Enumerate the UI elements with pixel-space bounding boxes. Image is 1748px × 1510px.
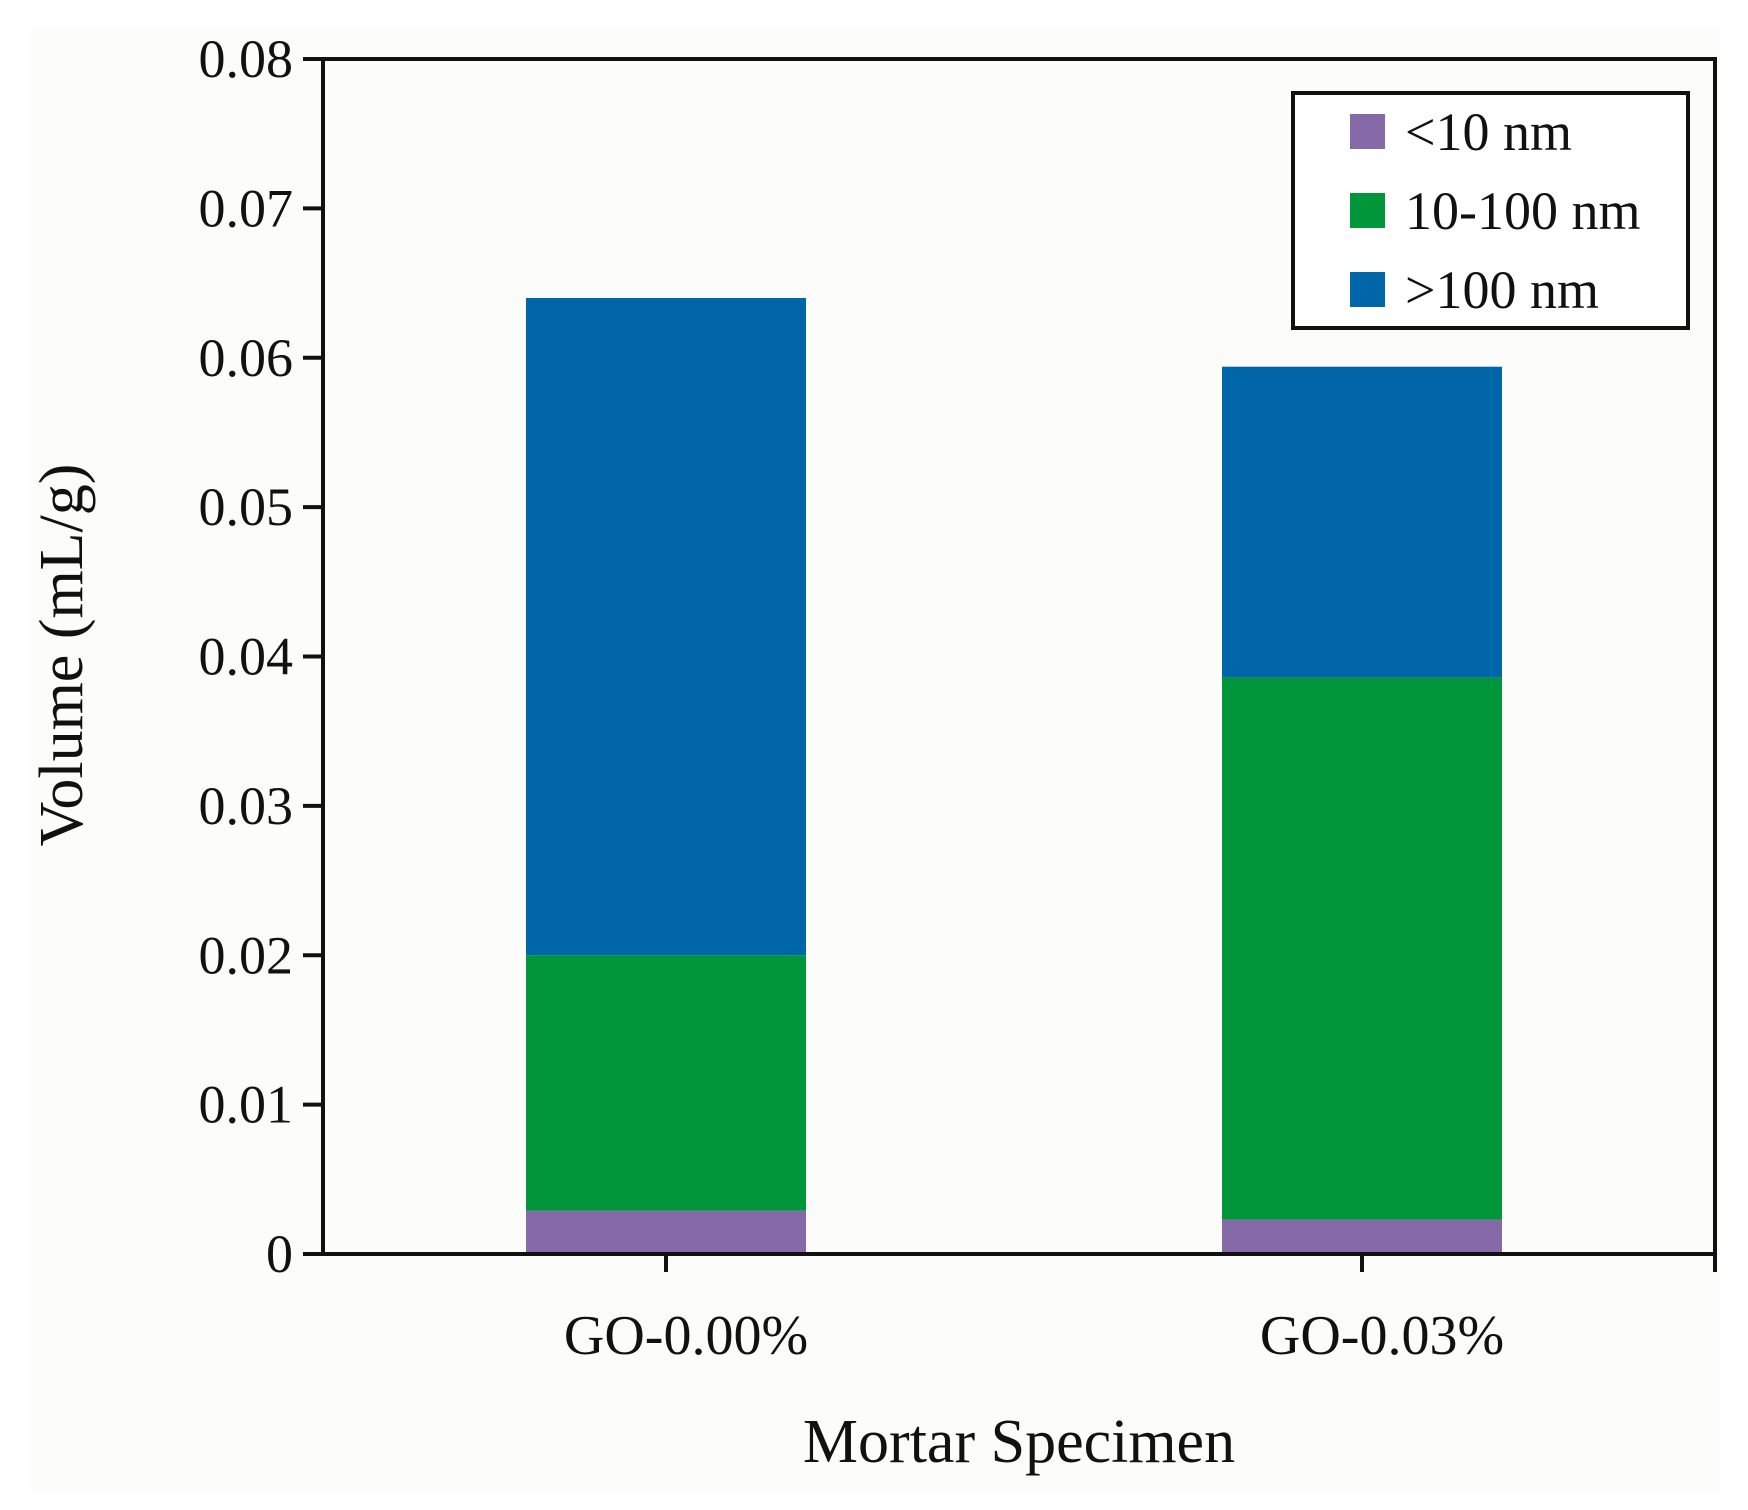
y-tick-label: 0.04	[199, 627, 294, 687]
y-tick-label: 0.07	[199, 178, 294, 238]
legend-swatch-gt100nm	[1350, 272, 1385, 307]
x-axis-title: Mortar Specimen	[803, 1408, 1235, 1476]
legend-swatch-lt10nm	[1350, 114, 1385, 149]
y-tick-label: 0.08	[199, 29, 294, 89]
legend-swatch-10-100nm	[1350, 193, 1385, 228]
y-axis: 0 0.01 0.02 0.03 0.04 0.05 0.06 0.07 0.08	[199, 29, 323, 1284]
x-tick-label: GO-0.03%	[1260, 1305, 1504, 1367]
y-tick-label: 0.03	[199, 776, 294, 836]
x-tick-label: GO-0.00%	[564, 1305, 808, 1367]
bars-layer	[526, 298, 1502, 1254]
bar-segment-lt10nm-1	[526, 1210, 806, 1254]
bar-segment-10-100nm-1	[526, 955, 806, 1211]
bar-segment-gt100nm-2	[1222, 366, 1502, 678]
y-tick-label: 0.01	[199, 1075, 294, 1135]
y-tick-label: 0.06	[199, 328, 294, 388]
legend: <10 nm 10-100 nm >100 nm	[1291, 91, 1690, 330]
y-tick-label: 0	[266, 1224, 293, 1284]
legend-label-lt10nm: <10 nm	[1405, 102, 1572, 162]
bar-segment-lt10nm-2	[1222, 1219, 1502, 1254]
y-axis-title: Volume (mL/g)	[28, 464, 96, 847]
bar-segment-10-100nm-2	[1222, 677, 1502, 1220]
legend-items: <10 nm 10-100 nm >100 nm	[1350, 102, 1641, 320]
legend-label-10-100nm: 10-100 nm	[1405, 181, 1641, 241]
legend-label-gt100nm: >100 nm	[1405, 260, 1599, 320]
y-tick-label: 0.05	[199, 477, 294, 537]
y-tick-label: 0.02	[199, 925, 294, 985]
x-axis: GO-0.00% GO-0.03%	[564, 1254, 1717, 1367]
bar-segment-gt100nm-1	[526, 298, 806, 956]
